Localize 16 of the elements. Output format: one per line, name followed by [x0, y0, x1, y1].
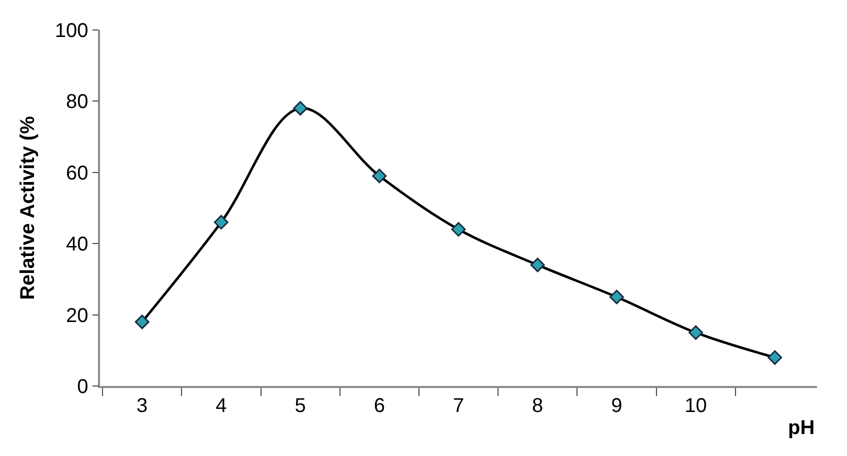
y-tick-label: 80 — [66, 91, 88, 114]
x-tick-label: 8 — [532, 394, 544, 417]
x-tick-label: 9 — [611, 394, 622, 417]
y-tick-label: 60 — [66, 162, 88, 184]
x-tick-label: 4 — [216, 394, 227, 417]
x-tick-label: 10 — [684, 394, 707, 417]
y-tick-label: 0 — [77, 376, 88, 398]
x-axis-title: pH — [788, 417, 815, 439]
y-tick-label: 100 — [54, 20, 88, 42]
x-tick-label: 6 — [374, 394, 385, 417]
y-tick-label: 40 — [66, 234, 88, 256]
x-tick-label: 7 — [452, 394, 464, 417]
y-tick-label: 20 — [66, 304, 88, 327]
y-axis-title: Relative Activity (% — [16, 116, 39, 300]
x-tick-label: 5 — [294, 394, 306, 417]
x-tick-label: 3 — [136, 394, 148, 417]
